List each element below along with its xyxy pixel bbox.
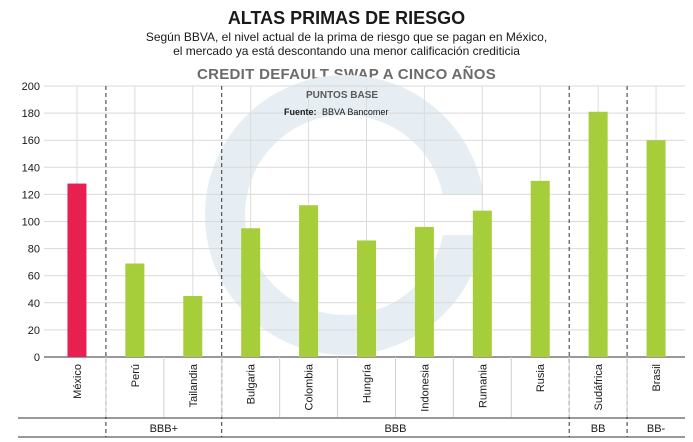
category-label: Colombia	[304, 363, 316, 410]
bar-4	[299, 205, 319, 357]
subtitle-line-2: el mercado ya está descontando una menor…	[173, 44, 520, 58]
category-label: Indonesia	[419, 363, 431, 412]
bar-6	[414, 226, 434, 357]
bar-1	[125, 263, 145, 357]
category-label: Hungría	[362, 363, 374, 403]
group-label: BB-	[647, 423, 666, 435]
y-tick-label: 0	[34, 352, 40, 364]
bar-8	[530, 180, 550, 357]
y-tick-label: 120	[22, 189, 40, 201]
group-label: BBB	[384, 423, 406, 435]
bar-5	[357, 240, 376, 357]
bar-2	[183, 296, 203, 357]
y-tick-label: 200	[22, 81, 40, 93]
group-label: BBB+	[150, 423, 178, 435]
bar-0	[67, 183, 87, 357]
y-tick-label: 100	[22, 217, 40, 229]
chart-title: CREDIT DEFAULT SWAP A CINCO AÑOS	[196, 66, 497, 83]
rating-groups: BBB+ BBB BB BB-	[18, 417, 685, 438]
category-label: México	[72, 364, 84, 399]
source-value: BBVA Bancomer	[322, 107, 388, 117]
category-label: Rumania	[477, 363, 489, 408]
group-label: BB	[591, 423, 606, 435]
y-axis-ticks: 0 20 40 60 80 100 120 140 160 180 200	[22, 81, 40, 364]
y-tick-label: 140	[22, 162, 40, 174]
source-note: Fuente: BBVA Bancomer	[284, 107, 388, 117]
x-axis-labels: México Perú Tailandia Bulgaria Colombia Hungr…	[72, 363, 663, 412]
bar-10	[646, 140, 666, 357]
bar-3	[241, 228, 261, 357]
y-tick-label: 160	[22, 135, 40, 147]
y-tick-label: 20	[28, 325, 40, 337]
chart-bars	[67, 111, 666, 358]
category-label: Perú	[130, 364, 142, 387]
bar-9	[588, 111, 608, 358]
page-title: ALTAS PRIMAS DE RIESGO	[227, 8, 466, 28]
category-label: Sudáfrica	[593, 363, 605, 410]
category-label: Rusia	[535, 363, 547, 392]
page-subtitle: Según BBVA, el nivel actual de la prima …	[100, 30, 593, 58]
category-label: Bulgaria	[246, 363, 258, 404]
category-label: Tailandia	[188, 363, 200, 407]
y-tick-label: 40	[28, 298, 40, 310]
source-label: Fuente:	[284, 107, 317, 117]
watermark-logo	[205, 75, 485, 355]
y-tick-label: 80	[28, 244, 40, 256]
y-tick-label: 60	[28, 271, 40, 283]
unit-label: PUNTOS BASE	[306, 90, 378, 101]
category-label: Brasil	[651, 364, 663, 392]
y-tick-label: 180	[22, 108, 40, 120]
subtitle-line-1: Según BBVA, el nivel actual de la prima …	[145, 30, 548, 44]
bar-7	[472, 210, 492, 357]
